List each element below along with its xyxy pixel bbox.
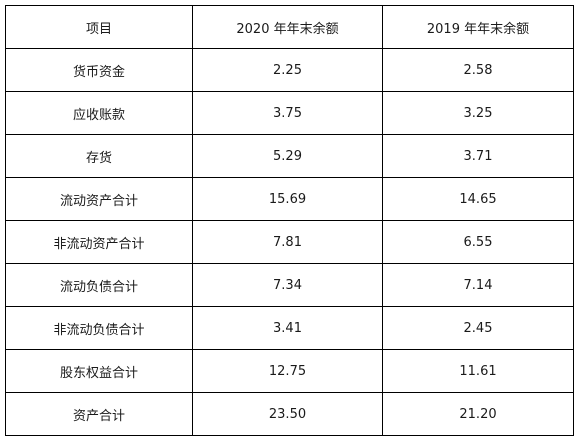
row-item-label: 货币资金	[5, 48, 193, 92]
row-value-2020: 23.50	[192, 392, 383, 436]
row-item-label: 流动负债合计	[5, 263, 193, 307]
header-2020: 2020 年年末余额	[192, 5, 383, 49]
row-item-label: 应收账款	[5, 91, 193, 135]
table-row: 流动负债合计 7.34 7.14	[5, 263, 574, 307]
table-row: 存货 5.29 3.71	[5, 134, 574, 178]
row-item-label: 存货	[5, 134, 193, 178]
table-row: 流动资产合计 15.69 14.65	[5, 177, 574, 221]
row-value-2019: 3.25	[382, 91, 574, 135]
row-item-label: 非流动负债合计	[5, 306, 193, 350]
row-value-2020: 3.75	[192, 91, 383, 135]
row-value-2020: 7.81	[192, 220, 383, 264]
row-value-2020: 5.29	[192, 134, 383, 178]
row-value-2019: 3.71	[382, 134, 574, 178]
table-row: 应收账款 3.75 3.25	[5, 91, 574, 135]
table-header-row: 项目 2020 年年末余额 2019 年年末余额	[5, 5, 574, 49]
row-value-2019: 14.65	[382, 177, 574, 221]
row-item-label: 股东权益合计	[5, 349, 193, 393]
row-item-label: 流动资产合计	[5, 177, 193, 221]
row-item-label: 资产合计	[5, 392, 193, 436]
header-2019: 2019 年年末余额	[382, 5, 574, 49]
balance-table: 项目 2020 年年末余额 2019 年年末余额 货币资金 2.25 2.58 …	[5, 5, 574, 436]
table-row: 非流动资产合计 7.81 6.55	[5, 220, 574, 264]
row-value-2019: 2.45	[382, 306, 574, 350]
row-value-2019: 2.58	[382, 48, 574, 92]
balance-table-container: 项目 2020 年年末余额 2019 年年末余额 货币资金 2.25 2.58 …	[5, 5, 574, 436]
row-value-2019: 21.20	[382, 392, 574, 436]
row-value-2020: 7.34	[192, 263, 383, 307]
header-item: 项目	[5, 5, 193, 49]
row-value-2019: 7.14	[382, 263, 574, 307]
row-item-label: 非流动资产合计	[5, 220, 193, 264]
table-row: 非流动负债合计 3.41 2.45	[5, 306, 574, 350]
row-value-2020: 12.75	[192, 349, 383, 393]
row-value-2020: 2.25	[192, 48, 383, 92]
row-value-2020: 15.69	[192, 177, 383, 221]
table-row: 股东权益合计 12.75 11.61	[5, 349, 574, 393]
table-row: 资产合计 23.50 21.20	[5, 392, 574, 436]
table-row: 货币资金 2.25 2.58	[5, 48, 574, 92]
row-value-2019: 6.55	[382, 220, 574, 264]
row-value-2019: 11.61	[382, 349, 574, 393]
row-value-2020: 3.41	[192, 306, 383, 350]
